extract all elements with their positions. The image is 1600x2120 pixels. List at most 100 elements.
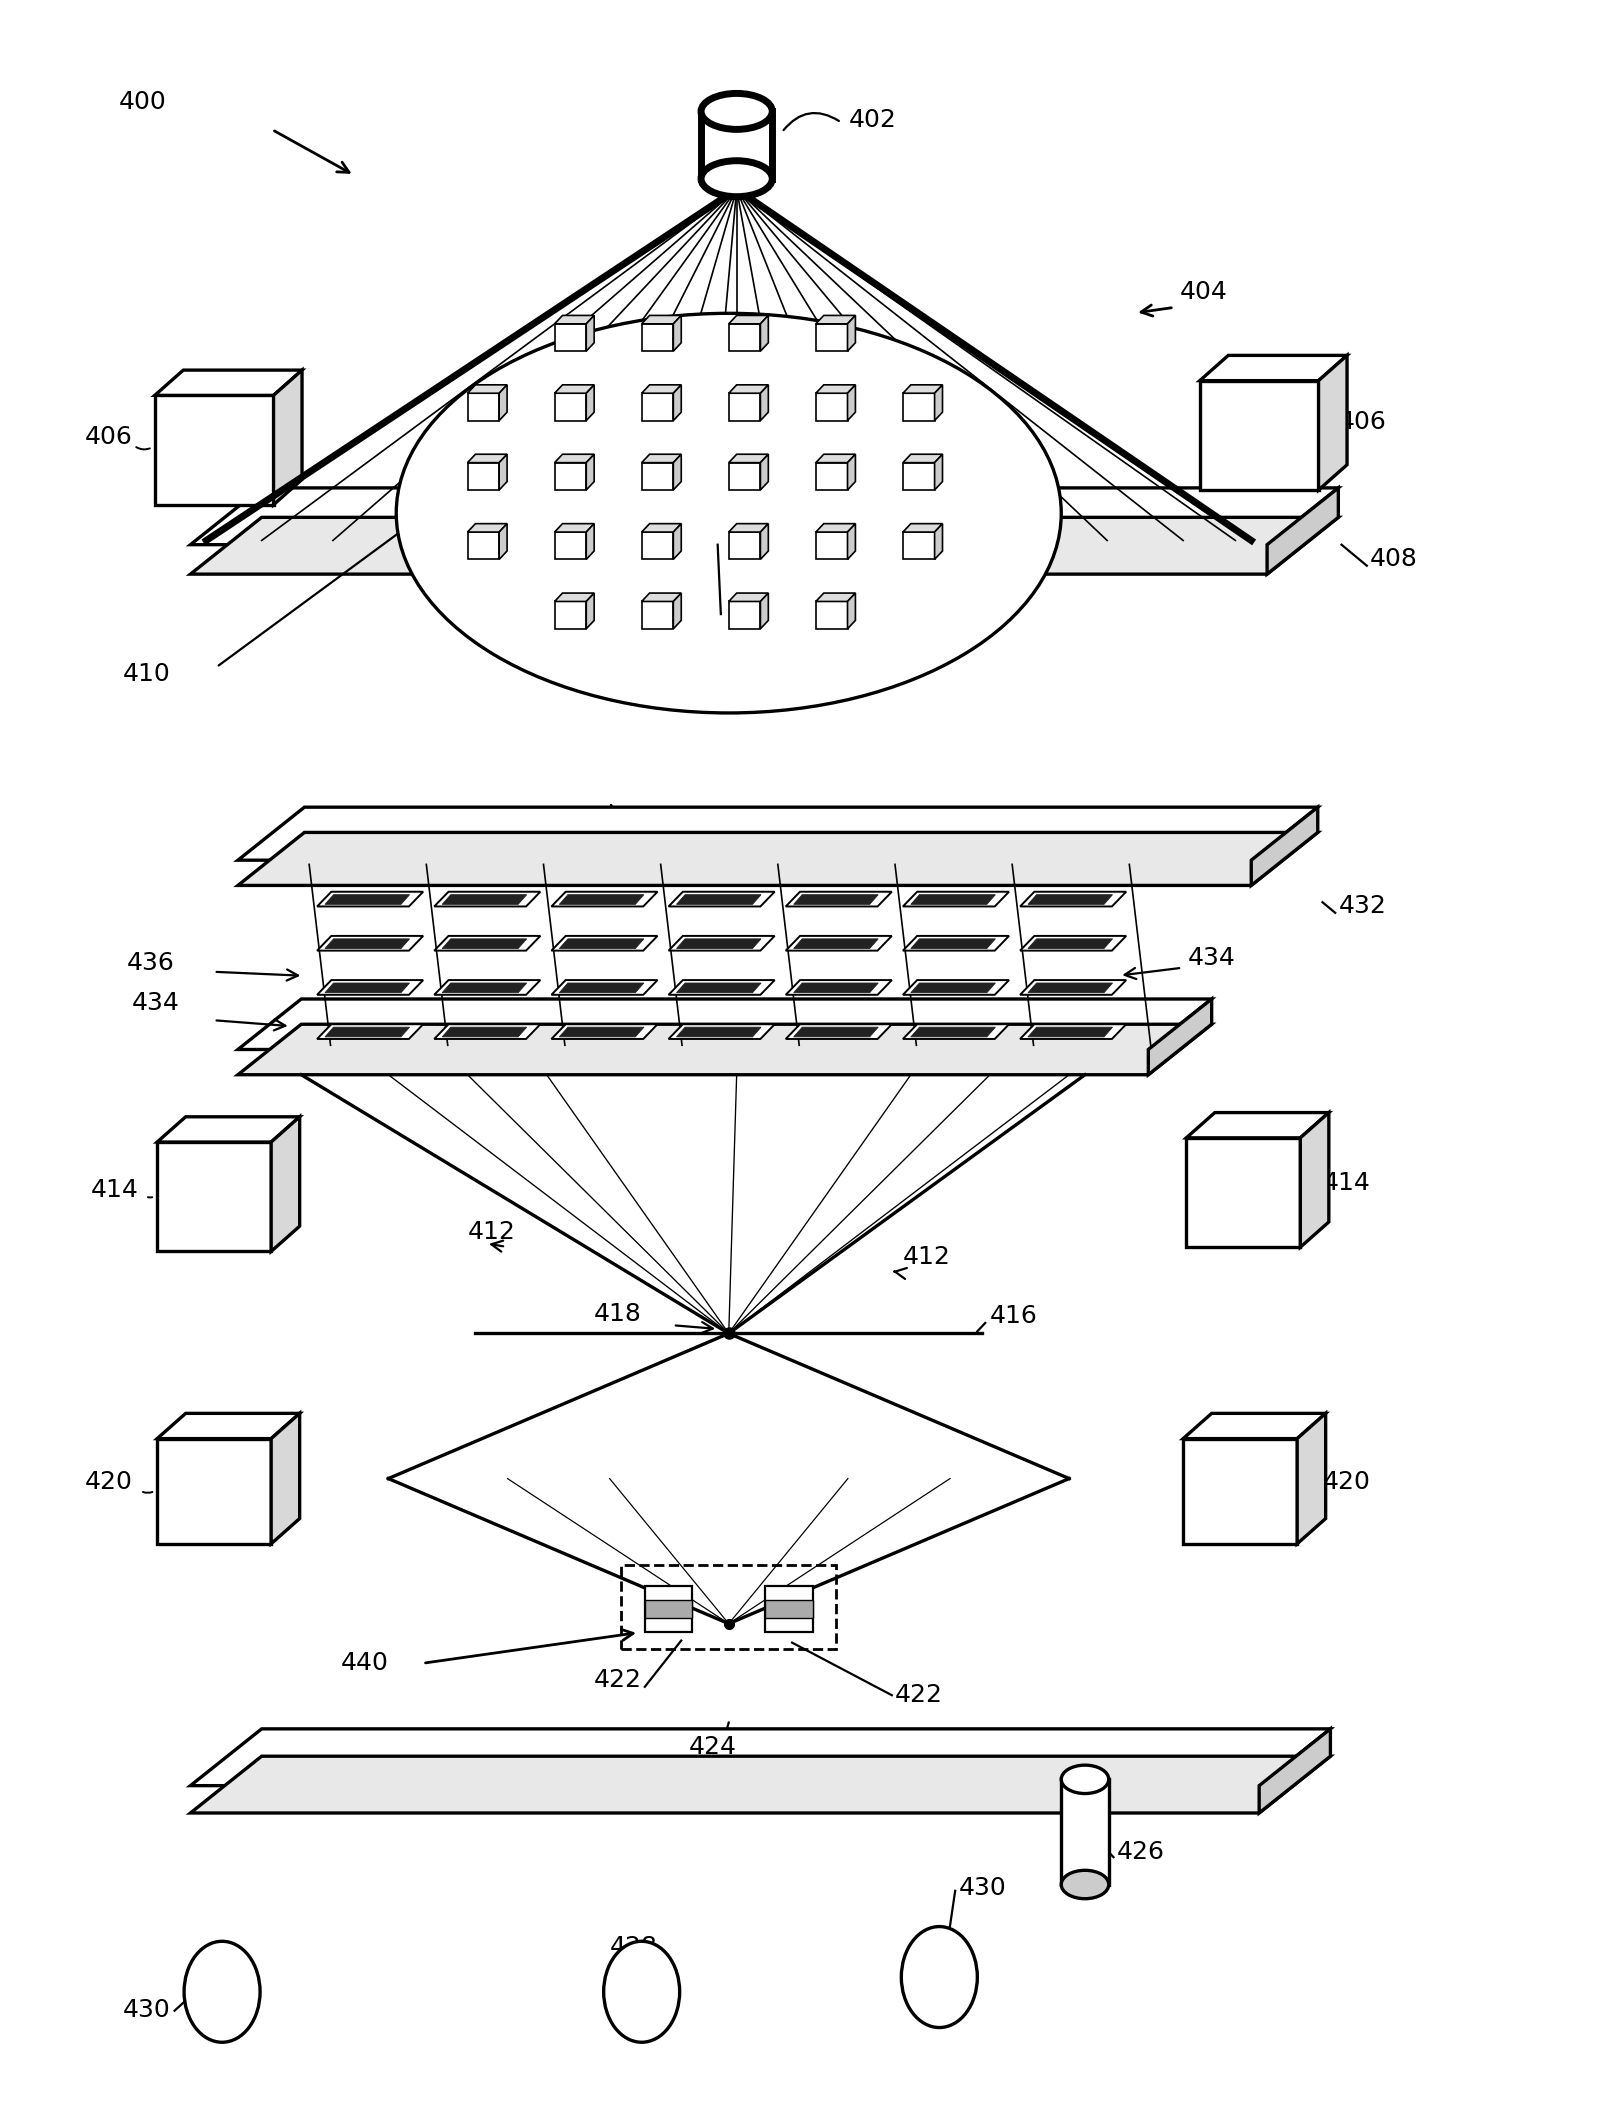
Polygon shape bbox=[794, 1028, 878, 1037]
Polygon shape bbox=[1021, 935, 1126, 950]
Polygon shape bbox=[155, 371, 302, 394]
Polygon shape bbox=[760, 316, 768, 352]
Polygon shape bbox=[642, 602, 674, 630]
Polygon shape bbox=[1021, 979, 1126, 994]
Polygon shape bbox=[902, 935, 1010, 950]
Polygon shape bbox=[728, 602, 760, 630]
Polygon shape bbox=[794, 895, 878, 905]
Polygon shape bbox=[499, 524, 507, 560]
Ellipse shape bbox=[397, 314, 1061, 712]
Polygon shape bbox=[442, 984, 526, 992]
Polygon shape bbox=[499, 454, 507, 490]
Polygon shape bbox=[642, 524, 682, 532]
Polygon shape bbox=[642, 454, 682, 462]
Polygon shape bbox=[1027, 939, 1112, 948]
Polygon shape bbox=[902, 386, 942, 392]
Polygon shape bbox=[902, 462, 934, 490]
Polygon shape bbox=[728, 532, 760, 560]
Polygon shape bbox=[157, 1117, 299, 1143]
Polygon shape bbox=[499, 386, 507, 420]
Circle shape bbox=[603, 1942, 680, 2042]
Polygon shape bbox=[1027, 895, 1112, 905]
Polygon shape bbox=[586, 316, 594, 352]
Text: 410: 410 bbox=[722, 600, 768, 623]
Text: 414: 414 bbox=[1323, 1172, 1370, 1196]
Polygon shape bbox=[467, 454, 507, 462]
Polygon shape bbox=[586, 594, 594, 630]
Polygon shape bbox=[816, 392, 848, 420]
Polygon shape bbox=[910, 984, 995, 992]
Text: 406: 406 bbox=[85, 424, 133, 449]
Ellipse shape bbox=[1061, 1766, 1109, 1794]
Polygon shape bbox=[586, 454, 594, 490]
Text: 408: 408 bbox=[1370, 547, 1418, 570]
Polygon shape bbox=[555, 392, 586, 420]
Polygon shape bbox=[555, 524, 594, 532]
Polygon shape bbox=[555, 602, 586, 630]
Polygon shape bbox=[674, 454, 682, 490]
Polygon shape bbox=[1061, 1779, 1109, 1885]
Polygon shape bbox=[816, 324, 848, 352]
Polygon shape bbox=[934, 524, 942, 560]
Polygon shape bbox=[760, 594, 768, 630]
Polygon shape bbox=[555, 454, 594, 462]
Polygon shape bbox=[816, 454, 856, 462]
Polygon shape bbox=[786, 979, 891, 994]
Text: 420: 420 bbox=[85, 1469, 133, 1495]
Polygon shape bbox=[848, 316, 856, 352]
Polygon shape bbox=[728, 316, 768, 324]
Polygon shape bbox=[155, 394, 274, 505]
Polygon shape bbox=[552, 1024, 658, 1039]
Text: 402: 402 bbox=[848, 108, 896, 131]
Text: 428: 428 bbox=[610, 1936, 658, 1959]
Polygon shape bbox=[934, 386, 942, 420]
Polygon shape bbox=[677, 939, 762, 948]
Polygon shape bbox=[642, 386, 682, 392]
Polygon shape bbox=[902, 532, 934, 560]
Polygon shape bbox=[317, 979, 422, 994]
Polygon shape bbox=[934, 454, 942, 490]
Polygon shape bbox=[274, 371, 302, 505]
Polygon shape bbox=[317, 1024, 422, 1039]
Polygon shape bbox=[555, 316, 594, 324]
Polygon shape bbox=[442, 1028, 526, 1037]
Polygon shape bbox=[910, 895, 995, 905]
Polygon shape bbox=[816, 386, 856, 392]
Polygon shape bbox=[442, 895, 526, 905]
Text: 416: 416 bbox=[990, 1304, 1038, 1327]
Polygon shape bbox=[669, 935, 774, 950]
Polygon shape bbox=[816, 462, 848, 490]
Polygon shape bbox=[1251, 808, 1318, 886]
Polygon shape bbox=[1182, 1439, 1298, 1543]
Polygon shape bbox=[642, 594, 682, 602]
Polygon shape bbox=[642, 532, 674, 560]
Text: 414: 414 bbox=[91, 1179, 139, 1202]
Polygon shape bbox=[434, 1024, 541, 1039]
Polygon shape bbox=[794, 984, 878, 992]
Text: 404: 404 bbox=[1179, 280, 1227, 303]
Polygon shape bbox=[1267, 488, 1338, 575]
Polygon shape bbox=[760, 524, 768, 560]
Polygon shape bbox=[674, 316, 682, 352]
Polygon shape bbox=[910, 939, 995, 948]
Polygon shape bbox=[902, 524, 942, 532]
Polygon shape bbox=[1021, 893, 1126, 907]
Polygon shape bbox=[677, 984, 762, 992]
Polygon shape bbox=[270, 1117, 299, 1251]
Polygon shape bbox=[325, 939, 410, 948]
Polygon shape bbox=[1027, 984, 1112, 992]
Polygon shape bbox=[325, 895, 410, 905]
Text: 422: 422 bbox=[594, 1668, 642, 1692]
Polygon shape bbox=[674, 594, 682, 630]
Polygon shape bbox=[560, 939, 643, 948]
Text: 424: 424 bbox=[690, 1734, 738, 1760]
Polygon shape bbox=[1186, 1138, 1301, 1247]
Polygon shape bbox=[1200, 356, 1347, 382]
Polygon shape bbox=[728, 386, 768, 392]
Polygon shape bbox=[555, 462, 586, 490]
Circle shape bbox=[901, 1927, 978, 2027]
Polygon shape bbox=[786, 935, 891, 950]
Text: 434: 434 bbox=[131, 990, 179, 1015]
Polygon shape bbox=[190, 488, 1338, 545]
Polygon shape bbox=[190, 1755, 1331, 1813]
